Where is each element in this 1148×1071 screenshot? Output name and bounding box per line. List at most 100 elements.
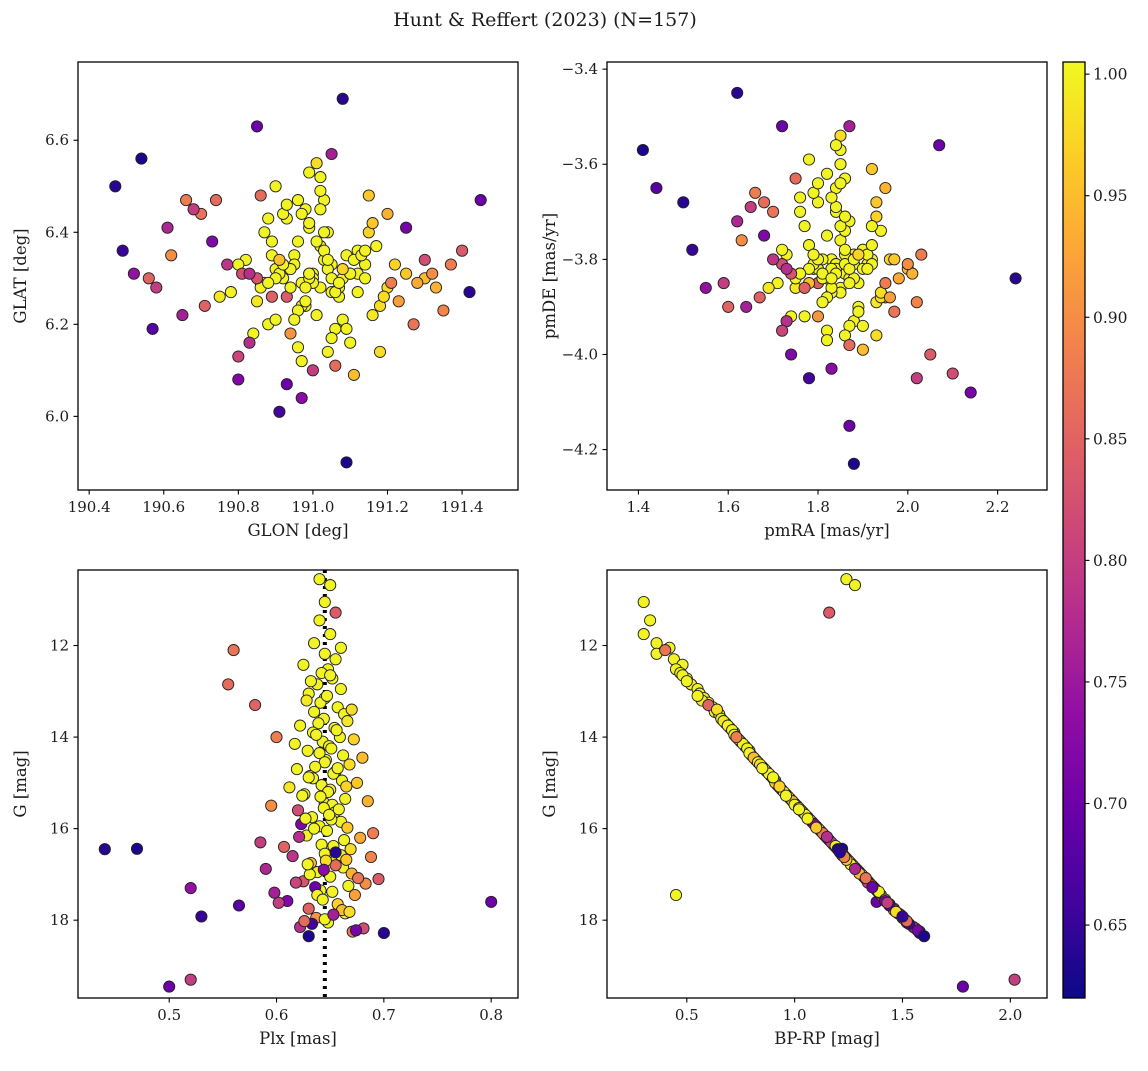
data-point <box>262 212 275 225</box>
data-point <box>350 776 364 789</box>
data-point <box>776 243 789 256</box>
data-point <box>325 147 338 161</box>
data-point <box>680 675 693 688</box>
colorbar-tick-label: 0.95 <box>1093 187 1128 205</box>
data-point <box>265 235 278 248</box>
data-point <box>823 606 836 619</box>
colorbar-tick-label: 0.75 <box>1093 673 1128 691</box>
data-point <box>331 762 344 775</box>
data-point <box>224 286 237 299</box>
data-point <box>669 888 683 902</box>
data-point <box>348 888 361 902</box>
data-point <box>865 162 878 176</box>
data-point <box>340 780 353 793</box>
data-point <box>184 973 197 986</box>
colorbar-tick-label: 0.65 <box>1093 917 1128 935</box>
data-point <box>297 658 310 671</box>
data-point <box>474 194 487 207</box>
data-point <box>820 334 834 347</box>
data-point <box>838 210 852 223</box>
data-point <box>329 359 342 372</box>
data-point <box>318 647 331 660</box>
x-tick-label: 1.6 <box>716 498 740 516</box>
data-point <box>277 840 291 853</box>
data-point <box>485 895 498 908</box>
y-tick-label: 6.2 <box>45 315 69 333</box>
data-point <box>320 689 334 702</box>
data-point <box>291 235 305 248</box>
data-point <box>861 262 874 275</box>
data-point <box>359 272 372 285</box>
y-tick-label: 12 <box>50 637 69 655</box>
data-point <box>342 879 355 892</box>
data-point <box>946 367 959 380</box>
y-tick-label: −4.0 <box>562 345 598 363</box>
data-point <box>304 675 317 688</box>
data-point <box>258 226 271 239</box>
data-point <box>798 220 811 233</box>
data-point <box>273 253 286 266</box>
data-point <box>717 277 730 290</box>
data-point <box>286 850 299 863</box>
data-point <box>794 205 807 218</box>
data-point <box>767 771 780 784</box>
data-point <box>116 244 129 257</box>
data-point <box>326 885 339 898</box>
data-point <box>910 372 923 385</box>
data-point <box>426 267 439 280</box>
x-tick-label: 0.6 <box>265 1006 289 1024</box>
y-tick-label: 12 <box>579 637 598 655</box>
data-point <box>1009 272 1022 285</box>
data-point <box>792 803 806 816</box>
x-tick-label: 0.5 <box>675 1006 699 1024</box>
data-point <box>337 749 350 762</box>
x-tick-label: 191.2 <box>366 498 409 516</box>
data-point <box>820 167 834 180</box>
data-point <box>288 313 301 326</box>
data-point <box>385 276 398 289</box>
data-point <box>325 332 338 345</box>
scatter-points <box>109 92 487 469</box>
axes-frame <box>77 61 519 491</box>
data-point <box>843 277 856 290</box>
colorbar-frame <box>1062 61 1086 999</box>
data-point <box>400 221 413 234</box>
data-point <box>361 795 374 808</box>
data-point <box>291 341 305 354</box>
panel-g-vs-plx: 0.5 0.6 0.7 0.8 12 14 16 18 Plx [mas] G [mag] <box>11 569 519 1048</box>
data-point <box>146 322 159 335</box>
y-tick-label: 18 <box>579 911 598 929</box>
data-point <box>232 373 245 386</box>
axes-frame <box>77 569 519 999</box>
y-tick-label: 18 <box>50 911 69 929</box>
x-tick-label: 2.0 <box>896 498 920 516</box>
data-point <box>351 286 364 299</box>
data-point <box>243 267 256 280</box>
data-point <box>296 789 309 802</box>
data-point <box>347 733 360 746</box>
data-point <box>444 258 457 271</box>
data-point <box>227 644 240 657</box>
data-point <box>268 886 281 899</box>
data-point <box>324 579 337 592</box>
data-point <box>340 853 353 866</box>
data-point <box>301 744 314 757</box>
data-point <box>222 678 235 691</box>
data-point <box>209 194 223 207</box>
panel-g-vs-bprp: 0.5 1.0 1.5 2.0 12 14 16 18 BP-RP [mag] G [mag] <box>540 569 1048 1048</box>
data-point <box>284 281 297 294</box>
data-point <box>254 836 267 849</box>
data-point <box>316 893 329 906</box>
data-point <box>888 253 901 266</box>
data-point <box>324 628 337 641</box>
y-tick-label: −4.2 <box>562 441 598 459</box>
data-point <box>127 267 140 280</box>
data-point <box>820 830 834 843</box>
axes-background <box>78 570 518 998</box>
data-point <box>265 290 278 303</box>
data-point <box>418 253 431 266</box>
data-point <box>354 831 367 844</box>
data-point <box>334 682 347 696</box>
data-point <box>301 858 314 871</box>
